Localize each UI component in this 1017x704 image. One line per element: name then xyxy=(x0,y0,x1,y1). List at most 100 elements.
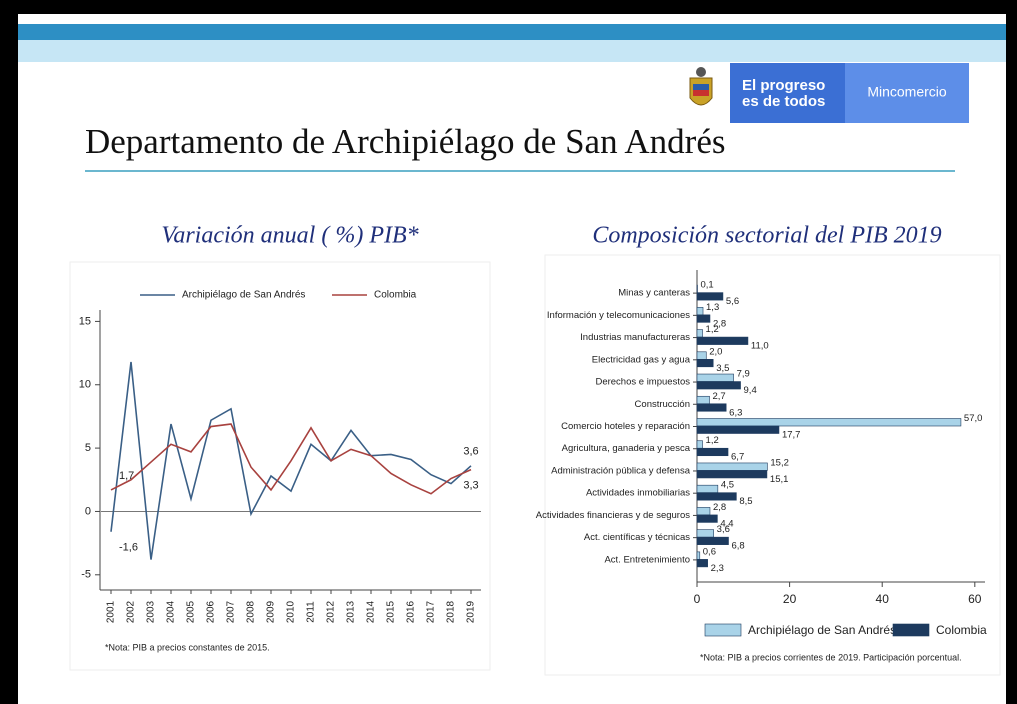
value-label: 15,2 xyxy=(770,457,789,468)
value-label: 3,6 xyxy=(463,446,478,458)
value-label: 17,7 xyxy=(782,430,801,441)
y-tick-label: Actividades inmobiliarias xyxy=(586,488,690,499)
y-tick-label: 15 xyxy=(79,315,91,327)
series-line xyxy=(110,423,472,495)
legend-swatch xyxy=(704,623,742,637)
bar xyxy=(696,492,737,501)
brand-line: es de todos xyxy=(742,93,825,110)
x-tick-label: 60 xyxy=(968,592,982,606)
x-tick-label: 2011 xyxy=(306,601,317,623)
value-label: 1,3 xyxy=(706,302,719,313)
series-line xyxy=(110,361,472,560)
y-tick-label: Minas y canteras xyxy=(618,288,690,299)
value-label: 4,5 xyxy=(721,480,734,491)
chart-title: Variación anual ( %) PIB* xyxy=(161,223,418,249)
value-label: 2,8 xyxy=(713,318,726,329)
brand-line: El progreso xyxy=(742,77,825,94)
x-tick-label: 2009 xyxy=(266,600,277,623)
bar xyxy=(696,559,708,568)
bar xyxy=(696,418,962,427)
value-label: 4,4 xyxy=(720,518,733,529)
bar xyxy=(696,314,711,323)
legend-swatch xyxy=(892,623,930,637)
bar xyxy=(696,529,714,538)
x-tick-label: 2010 xyxy=(286,600,297,623)
x-tick-label: 40 xyxy=(876,592,890,606)
y-tick-label: Actividades financieras y de seguros xyxy=(536,510,690,521)
y-tick-label: Electricidad gas y agua xyxy=(592,354,691,365)
y-tick-label: Act. científicas y técnicas xyxy=(584,532,690,543)
value-label: 11,0 xyxy=(751,341,769,352)
x-tick-label: 2013 xyxy=(346,600,357,623)
value-label: 7,9 xyxy=(737,369,750,380)
bar xyxy=(696,292,724,301)
x-tick-label: 2004 xyxy=(166,600,177,623)
y-tick-label: Industrias manufactureras xyxy=(580,332,690,343)
ministry: Mincomercio xyxy=(867,84,947,100)
x-tick-label: 2014 xyxy=(366,600,377,623)
chart-note: *Nota: PIB a precios constantes de 2015. xyxy=(105,642,270,652)
value-label: 0,6 xyxy=(703,546,716,557)
legend-label: Archipiélago de San Andrés xyxy=(182,290,305,301)
value-label: 1,2 xyxy=(706,435,719,446)
y-tick-label: Administración pública y defensa xyxy=(551,465,691,476)
y-tick-label: Construcción xyxy=(635,399,690,410)
x-tick-label: 20 xyxy=(783,592,797,606)
x-tick-label: 2002 xyxy=(126,600,137,623)
y-tick-label: Act. Entretenimiento xyxy=(604,554,690,565)
y-tick-label: Información y telecomunicaciones xyxy=(547,310,690,321)
x-tick-label: 2018 xyxy=(446,600,457,623)
legend-label: Colombia xyxy=(374,290,417,301)
legend-label: Colombia xyxy=(936,623,987,637)
bar xyxy=(696,514,718,523)
value-label: 15,1 xyxy=(770,474,789,485)
right-panel xyxy=(544,254,1001,676)
value-label: 2,7 xyxy=(713,391,726,402)
x-tick-label: 2008 xyxy=(246,600,257,623)
x-tick-label: 2019 xyxy=(466,600,477,623)
x-tick-label: 2015 xyxy=(386,600,397,623)
bar xyxy=(696,329,703,338)
value-label: 57,0 xyxy=(964,413,983,424)
y-tick-label: 5 xyxy=(85,442,91,454)
value-label: 2,0 xyxy=(709,346,722,357)
brand-box xyxy=(730,63,845,123)
chart-title: Composición sectorial del PIB 2019 xyxy=(592,223,941,249)
bar xyxy=(696,307,704,316)
y-tick-label: 0 xyxy=(85,505,91,517)
y-tick-label: 10 xyxy=(79,379,91,391)
x-tick-label: 2017 xyxy=(426,600,437,623)
value-label: 2,3 xyxy=(711,563,724,574)
value-label: 2,8 xyxy=(713,502,726,513)
bar xyxy=(696,470,768,479)
bar xyxy=(696,447,729,457)
value-label: 3,5 xyxy=(716,363,729,374)
bar xyxy=(696,484,719,493)
value-label: 5,6 xyxy=(726,296,739,307)
bar xyxy=(696,507,711,516)
bar xyxy=(696,403,727,412)
x-tick-label: 2007 xyxy=(226,600,237,623)
value-label: 3,6 xyxy=(717,524,730,535)
value-label: 6,3 xyxy=(729,407,742,418)
value-label: 6,8 xyxy=(731,541,744,552)
y-tick-label: -5 xyxy=(81,569,91,581)
value-label: 1,2 xyxy=(706,324,719,335)
x-tick-label: 2012 xyxy=(326,600,337,623)
y-tick-label: Agricultura, ganaderia y pesca xyxy=(562,443,691,454)
x-tick-label: 2005 xyxy=(186,600,197,623)
value-label: 9,4 xyxy=(744,385,757,396)
legend-label: Archipiélago de San Andrés xyxy=(748,623,896,637)
slide-title: Departamento de Archipiélago de San Andr… xyxy=(85,122,726,161)
bar xyxy=(696,373,734,382)
bar xyxy=(696,381,741,390)
x-tick-label: 2006 xyxy=(206,600,217,623)
chart-note: *Nota: PIB a precios corrientes de 2019.… xyxy=(700,652,962,662)
bar xyxy=(696,440,703,449)
coat-of-arms xyxy=(689,67,713,106)
value-label: 6,7 xyxy=(731,452,744,463)
light-band xyxy=(18,40,1006,62)
top-band xyxy=(18,24,1006,40)
value-label: 3,3 xyxy=(463,480,478,492)
